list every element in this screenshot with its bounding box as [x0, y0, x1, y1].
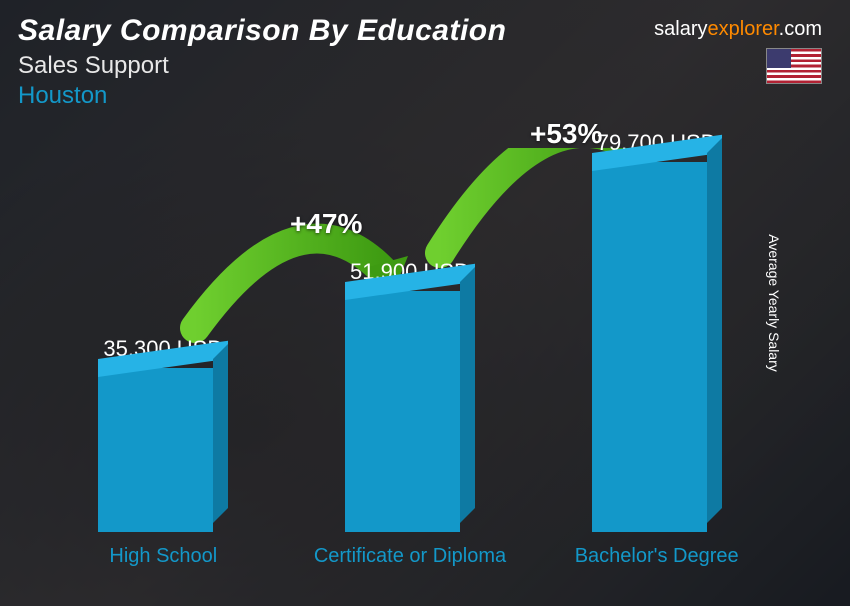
infographic-container: Salary Comparison By Education Sales Sup… [0, 0, 850, 606]
header: Salary Comparison By Education Sales Sup… [18, 14, 832, 110]
bar-side-2 [707, 138, 722, 523]
flag-icon [766, 48, 822, 84]
bar-front-0 [98, 368, 213, 532]
bar-group-1: 51,900 USD Certificate or Diploma [310, 259, 510, 588]
bar-front-1 [345, 291, 460, 532]
brand-part3: .com [779, 18, 822, 40]
bar-label-1: Certificate or Diploma [314, 544, 506, 588]
bar-label-2: Bachelor's Degree [575, 544, 739, 588]
subtitle: Sales Support [18, 52, 832, 80]
bar-1 [345, 291, 475, 532]
bar-0 [98, 368, 228, 532]
bar-2 [592, 162, 722, 532]
bar-side-1 [460, 267, 475, 523]
brand-part2: explorer [708, 18, 779, 40]
bar-group-0: 35,300 USD High School [63, 336, 263, 588]
brand-logo: salaryexplorer.com [654, 18, 822, 41]
location: Houston [18, 82, 832, 110]
bar-side-0 [213, 344, 228, 523]
bar-group-2: 79,700 USD Bachelor's Degree [557, 130, 757, 588]
brand-part1: salary [654, 18, 707, 40]
bar-label-0: High School [109, 544, 217, 588]
bar-chart: 35,300 USD High School 51,900 USD Certif… [40, 148, 780, 588]
bar-front-2 [592, 162, 707, 532]
